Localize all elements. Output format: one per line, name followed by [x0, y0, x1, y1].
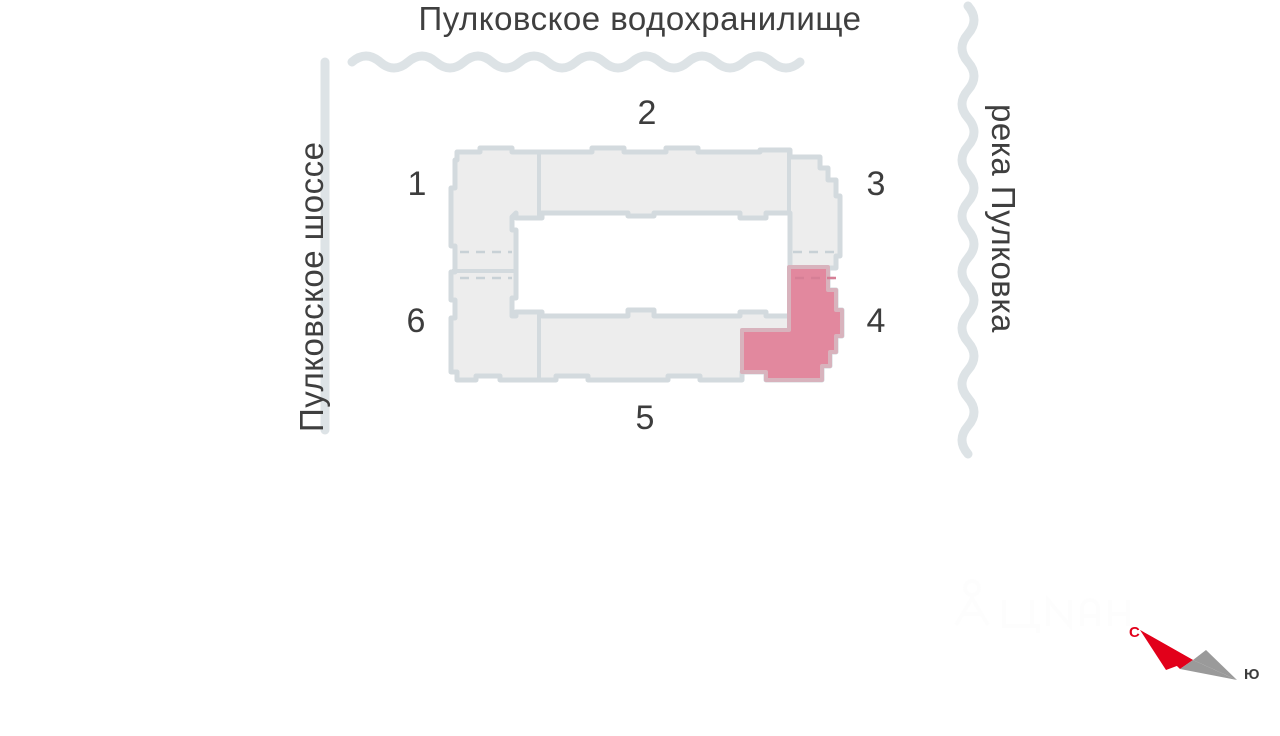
section-number-6[interactable]: 6	[406, 302, 426, 340]
watermark-letter-a	[1080, 598, 1100, 626]
section-number-2[interactable]: 2	[637, 94, 657, 132]
compass-south-arrow	[1180, 660, 1237, 680]
compass-south-label: Ю	[1244, 666, 1260, 683]
compass-needle	[1140, 630, 1237, 680]
compass-north-arrow-lower	[1140, 630, 1193, 670]
watermark-letter-ts	[1002, 600, 1040, 633]
compass-south-arrow-lower	[1193, 650, 1237, 680]
section-number-4[interactable]: 4	[866, 302, 886, 340]
compass-rose: С Ю	[1118, 612, 1268, 697]
page-title-reservoir: Пулковское водохранилище	[418, 0, 862, 37]
cian-watermark	[954, 579, 1130, 633]
section-number-3[interactable]: 3	[866, 165, 886, 203]
courtyard-void	[509, 210, 793, 319]
label-pulkovskoe-shosse: Пулковское шоссе	[293, 141, 330, 432]
watermark-letter-n	[1108, 600, 1130, 626]
section-number-1[interactable]: 1	[407, 165, 427, 203]
watermark-letter-i	[1046, 594, 1072, 632]
label-reka-pulkovka: река Пулковка	[985, 104, 1022, 333]
section-number-5[interactable]: 5	[635, 399, 655, 437]
watermark-mark-legs	[954, 594, 990, 627]
highlighted-section-4[interactable]	[740, 265, 844, 382]
compass-north-label: С	[1129, 624, 1140, 641]
section-dividers	[452, 152, 791, 380]
watermark-mark-circle	[963, 579, 981, 597]
